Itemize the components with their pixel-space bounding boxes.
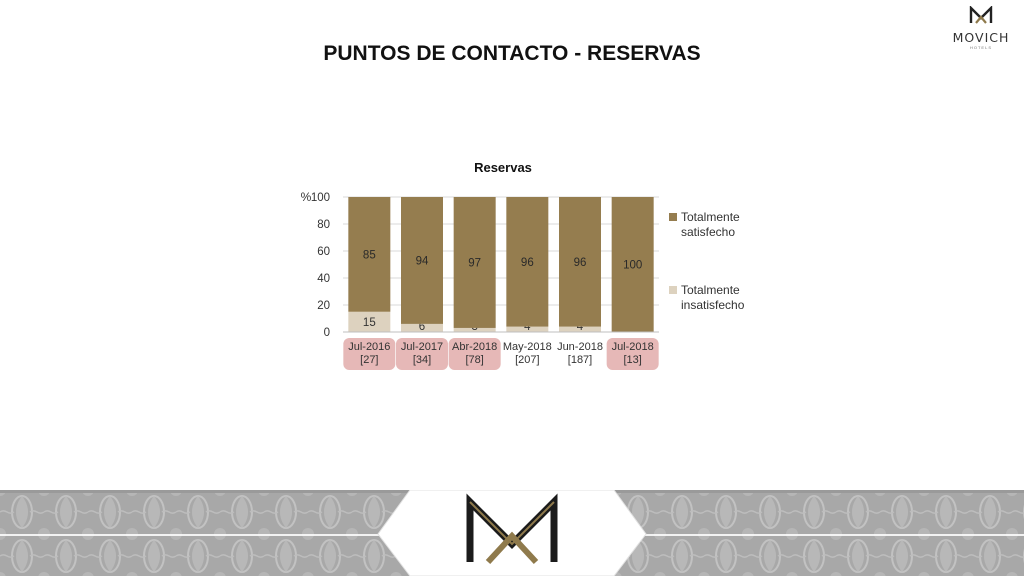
y-axis-unit-label: % xyxy=(301,190,312,204)
chart-title: Reservas xyxy=(474,160,532,175)
bar-satisfecho xyxy=(611,197,654,332)
x-tick-count: [13] xyxy=(623,354,641,366)
x-tick-count: [187] xyxy=(568,354,592,366)
x-tick-label: May-2018 xyxy=(503,341,552,353)
x-tick-label: Jul-2018 xyxy=(612,341,654,353)
data-label: 96 xyxy=(574,257,587,269)
page-title: PUNTOS DE CONTACTO - RESERVAS xyxy=(323,42,701,65)
bar-insatisfecho xyxy=(506,326,549,332)
x-tick-label: Jun-2018 xyxy=(557,341,603,353)
data-label: 100 xyxy=(623,260,642,272)
bar-satisfecho xyxy=(348,197,391,312)
footer-pattern xyxy=(0,489,1024,577)
data-label: 94 xyxy=(416,255,429,267)
category-highlight xyxy=(396,338,448,370)
data-label: 4 xyxy=(524,321,531,333)
legend-label: Totalmente xyxy=(681,283,740,297)
footer-logo-icon xyxy=(466,493,558,565)
bar-insatisfecho xyxy=(453,327,496,332)
y-tick-label: 80 xyxy=(317,219,330,231)
x-tick-label: Jul-2016 xyxy=(348,341,390,353)
x-tick-count: [27] xyxy=(360,354,378,366)
legend-label: satisfecho xyxy=(681,225,735,239)
brand-sub: HOTELS xyxy=(969,45,992,50)
legend-swatch xyxy=(669,213,677,221)
data-label: 15 xyxy=(363,317,376,329)
data-label: 6 xyxy=(419,321,425,333)
data-label: 4 xyxy=(577,321,584,333)
y-tick-label: 0 xyxy=(324,327,330,339)
bar-satisfecho xyxy=(506,197,549,327)
legend-label: insatisfecho xyxy=(681,298,745,312)
category-highlight xyxy=(343,338,396,370)
category-highlight xyxy=(448,338,501,370)
brand-name: MOVICH xyxy=(952,30,1010,45)
y-tick-label: 100 xyxy=(311,192,330,204)
bar-insatisfecho xyxy=(401,323,443,332)
legend-swatch xyxy=(669,286,677,294)
data-label: 85 xyxy=(363,249,376,261)
category-highlight xyxy=(606,338,659,370)
bar-satisfecho xyxy=(453,197,496,328)
bar-insatisfecho xyxy=(348,311,391,332)
data-label: 96 xyxy=(521,257,534,269)
x-tick-label: Jul-2017 xyxy=(401,341,443,353)
data-label: 97 xyxy=(468,257,481,269)
x-tick-label: Abr-2018 xyxy=(452,341,497,353)
y-tick-label: 60 xyxy=(317,246,330,258)
bar-satisfecho xyxy=(401,197,443,324)
x-tick-count: [78] xyxy=(465,354,483,366)
y-tick-label: 20 xyxy=(317,300,330,312)
brand-logo: MOVICH HOTELS xyxy=(944,5,1018,50)
x-tick-count: [207] xyxy=(515,354,539,366)
x-tick-count: [34] xyxy=(413,354,431,366)
legend-label: Totalmente xyxy=(681,210,740,224)
logo-mark-icon xyxy=(969,5,993,24)
bar-insatisfecho xyxy=(559,326,601,332)
footer-banner xyxy=(0,489,1024,577)
bar-satisfecho xyxy=(559,197,601,327)
y-tick-label: 40 xyxy=(317,273,330,285)
